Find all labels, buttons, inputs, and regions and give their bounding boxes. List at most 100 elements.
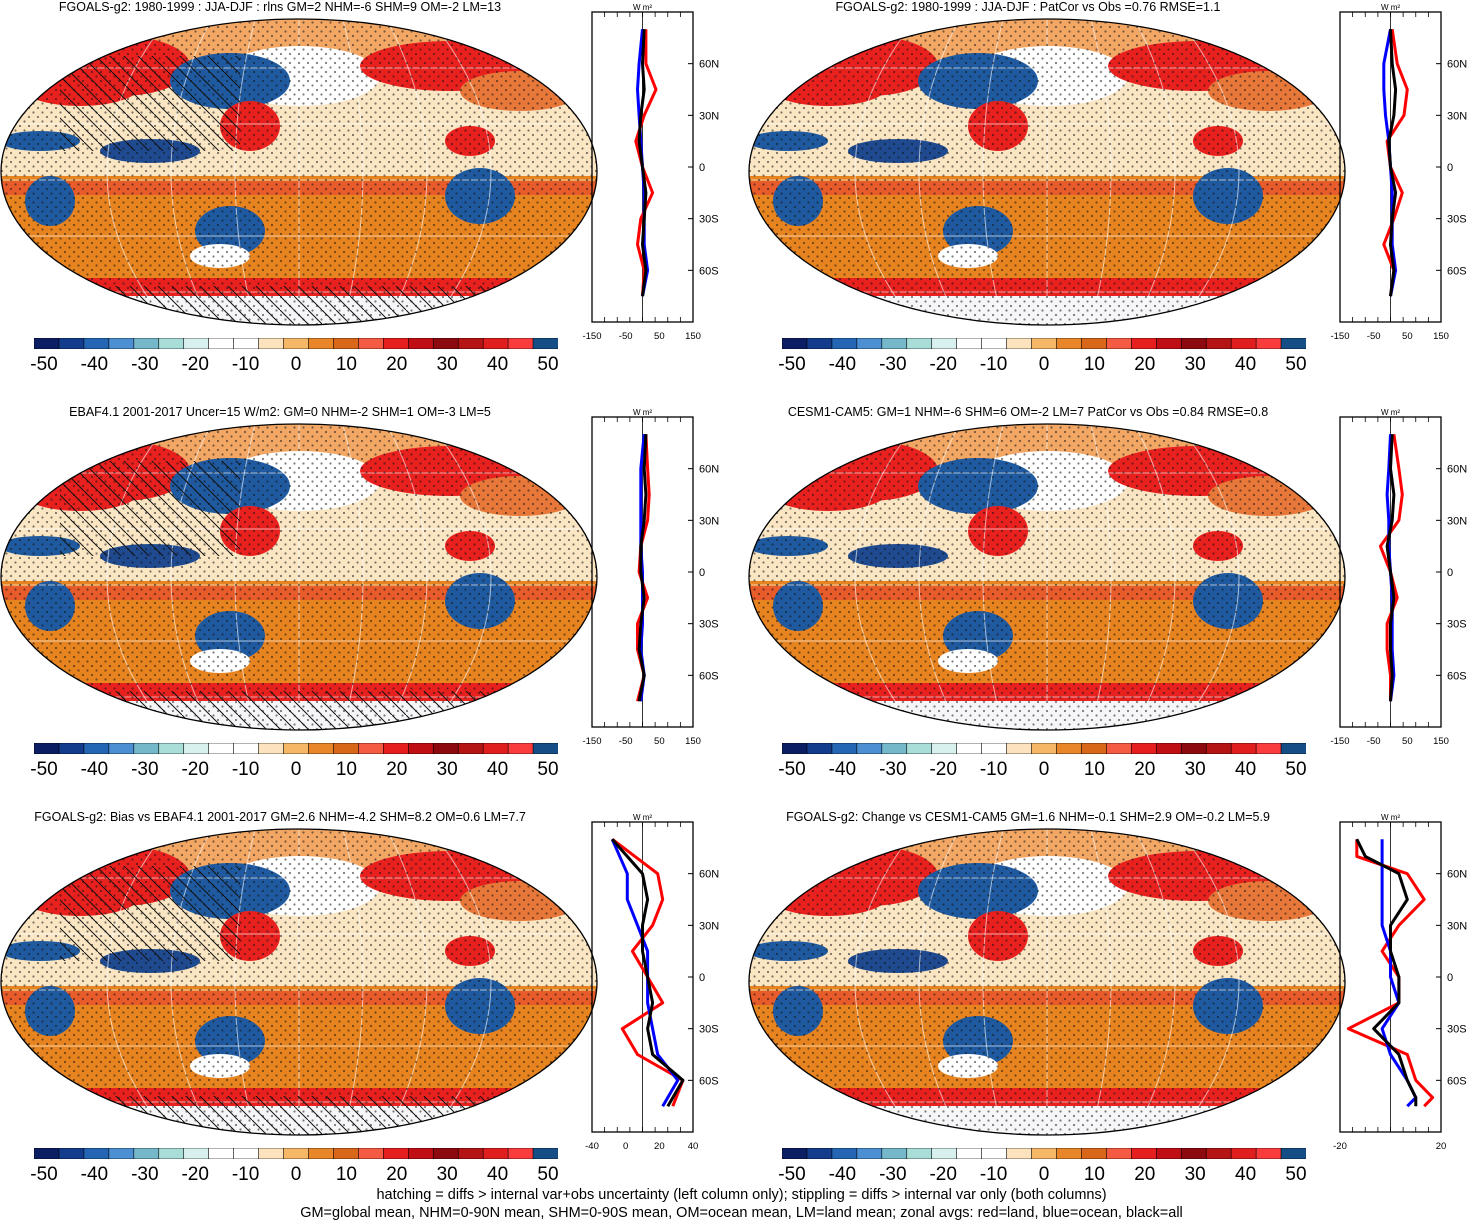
colorbar-swatch — [1255, 743, 1282, 754]
colorbar-swatch — [1106, 1148, 1133, 1159]
colorbar-swatch — [1205, 1148, 1232, 1159]
panel-p2: FGOALS-g2: 1980-1999 : JJA-DJF : PatCor … — [748, 0, 1483, 400]
colorbar-label: 20 — [1134, 1164, 1156, 1185]
zonal-x-tick-label: 20 — [654, 1141, 665, 1152]
zonal-x-tick-label: -20 — [1333, 1141, 1347, 1152]
map-field — [1, 424, 597, 730]
zonal-x-tick-label: 0 — [623, 1141, 628, 1152]
colorbar-label: 30 — [1184, 354, 1206, 375]
zonal-x-tick-label: 150 — [1433, 331, 1449, 342]
colorbar-swatch — [906, 338, 933, 349]
colorbar-swatch — [1131, 743, 1158, 754]
colorbar-swatch — [956, 1148, 983, 1159]
colorbar-swatch — [482, 1148, 509, 1159]
map-plot — [0, 423, 598, 731]
panel-title: EBAF4.1 2001-2017 Uncer=15 W/m2: GM=0 NH… — [69, 405, 491, 419]
colorbar-label: -10 — [231, 759, 260, 780]
colorbar-label: 10 — [1083, 1164, 1105, 1185]
lat-tick-label: 60S — [1447, 670, 1467, 682]
colorbar-label: 50 — [1285, 1164, 1307, 1185]
colorbar-swatch — [308, 743, 335, 754]
lat-tick-label: 30N — [699, 920, 719, 932]
colorbar-label: 50 — [1285, 354, 1307, 375]
lat-tick-label: 60S — [699, 1075, 719, 1087]
colorbar-swatch — [1031, 1148, 1058, 1159]
colorbar-swatch — [782, 1148, 808, 1159]
panel-title: CESM1-CAM5: GM=1 NHM=-6 SHM=6 OM=-2 LM=7… — [787, 405, 1269, 419]
colorbar-swatch — [1081, 338, 1108, 349]
colorbar-swatch — [831, 338, 858, 349]
colorbar — [34, 338, 558, 349]
colorbar-swatch — [407, 338, 435, 349]
zonal-land-line — [1382, 28, 1409, 297]
colorbar-swatch — [1006, 743, 1033, 754]
colorbar-swatch — [507, 1148, 534, 1159]
colorbar-swatch — [383, 338, 410, 349]
colorbar-swatch — [906, 743, 933, 754]
lat-tick-label: 60N — [699, 464, 719, 476]
zonal-x-tick-label: 20 — [1436, 1141, 1447, 1152]
colorbar-swatch — [158, 338, 185, 349]
hatching-area — [1, 1096, 597, 1135]
colorbar-label: -20 — [181, 1164, 209, 1185]
colorbar-swatch — [383, 743, 410, 754]
lat-tick-label: 30S — [1447, 619, 1467, 631]
panel-p5: FGOALS-g2: Bias vs EBAF4.1 2001-2017 GM=… — [0, 810, 741, 1210]
hatching-area — [60, 866, 240, 961]
colorbar-swatch — [208, 338, 235, 349]
colorbar-label: 40 — [1235, 354, 1257, 375]
zonal-units-label: W m² — [1381, 813, 1400, 822]
colorbar-swatch — [1131, 1148, 1158, 1159]
colorbar-label: -30 — [131, 1164, 159, 1185]
zonal-units-label: W m² — [633, 813, 652, 822]
lat-tick-label: 60S — [699, 265, 719, 277]
colorbar-swatch — [956, 338, 983, 349]
zonal-x-tick-label: 50 — [654, 736, 665, 747]
colorbar-label: -30 — [879, 354, 907, 375]
lat-tick-label: 0 — [1447, 567, 1453, 579]
colorbar-label: -10 — [979, 354, 1008, 375]
zonal-mean-plot: W m² 60N 30N 0 30S 60S -150 -50 50 150 — [1330, 3, 1467, 342]
lat-tick-label: 60S — [1447, 1075, 1467, 1087]
colorbar-swatch — [482, 743, 509, 754]
zonal-x-tick-label: -40 — [585, 1141, 599, 1152]
lat-tick-label: 30N — [1447, 515, 1467, 527]
colorbar-swatch — [407, 1148, 435, 1159]
colorbar-swatch — [931, 338, 958, 349]
colorbar-label: -50 — [30, 759, 58, 780]
colorbar-labels: -50 -40 -30 -20 -10 0 10 20 30 40 50 — [30, 759, 558, 783]
colorbar-label: 20 — [386, 354, 408, 375]
colorbar-swatch — [108, 1148, 135, 1159]
colorbar-label: 0 — [1038, 1164, 1050, 1185]
hatching-area — [60, 461, 240, 556]
colorbar-swatch — [1106, 338, 1133, 349]
zonal-all-line — [611, 838, 685, 1107]
colorbar-swatch — [1131, 338, 1158, 349]
colorbar-swatch — [931, 1148, 958, 1159]
zonal-x-tick-label: 40 — [688, 1141, 699, 1152]
lat-tick-label: 30N — [699, 515, 719, 527]
lat-tick-label: 30S — [1447, 1024, 1467, 1036]
colorbar-label: 20 — [386, 1164, 408, 1185]
hatching-area — [1, 691, 597, 730]
zonal-x-tick-label: 150 — [685, 331, 701, 342]
map-field — [1, 19, 597, 325]
zonal-all-line — [1355, 838, 1418, 1107]
colorbar — [34, 1148, 558, 1159]
zonal-units-label: W m² — [633, 408, 652, 417]
colorbar-label: 30 — [1184, 1164, 1206, 1185]
map-plot — [0, 828, 598, 1136]
colorbar-swatch — [83, 743, 110, 754]
lat-tick-label: 60N — [1447, 464, 1467, 476]
map-plot — [748, 18, 1346, 326]
colorbar-swatch — [1006, 1148, 1033, 1159]
colorbar-swatch — [1280, 1148, 1306, 1159]
colorbar-swatch — [283, 743, 310, 754]
zonal-x-tick-label: -150 — [582, 331, 601, 342]
colorbar-swatch — [532, 338, 558, 349]
colorbar-swatch — [208, 1148, 235, 1159]
zonal-units-label: W m² — [1381, 3, 1400, 12]
panel-p3: EBAF4.1 2001-2017 Uncer=15 W/m2: GM=0 NH… — [0, 405, 741, 805]
colorbar-swatch — [831, 743, 858, 754]
panel-p1: FGOALS-g2: 1980-1999 : JJA-DJF : rlns GM… — [0, 0, 741, 400]
